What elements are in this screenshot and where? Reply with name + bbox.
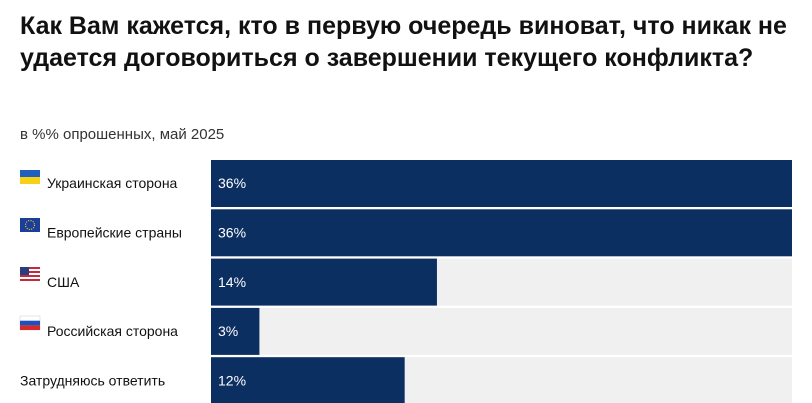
bar-track — [211, 307, 792, 355]
bar — [211, 258, 437, 306]
flag-eu — [20, 218, 40, 232]
category-label: Российская сторона — [47, 323, 178, 339]
category-label: США — [47, 274, 80, 290]
value-label: 36% — [218, 175, 246, 191]
bar — [211, 357, 405, 403]
chart-title: Как Вам кажется, кто в первую очередь ви… — [20, 12, 787, 72]
bar — [211, 307, 260, 355]
bar — [211, 209, 792, 257]
value-label: 14% — [218, 274, 246, 290]
category-label: Затрудняюсь ответить — [20, 372, 165, 388]
value-label: 3% — [218, 323, 238, 339]
value-label: 12% — [218, 372, 246, 388]
chart-subtitle: в %% опрошенных, май 2025 — [20, 126, 225, 143]
flag-ua — [20, 170, 40, 184]
value-label: 36% — [218, 225, 246, 241]
category-label: Европейские страны — [47, 225, 182, 241]
category-label: Украинская сторона — [47, 175, 178, 191]
bar — [211, 160, 792, 207]
flag-ru — [19, 315, 41, 331]
flag-us — [20, 267, 40, 281]
